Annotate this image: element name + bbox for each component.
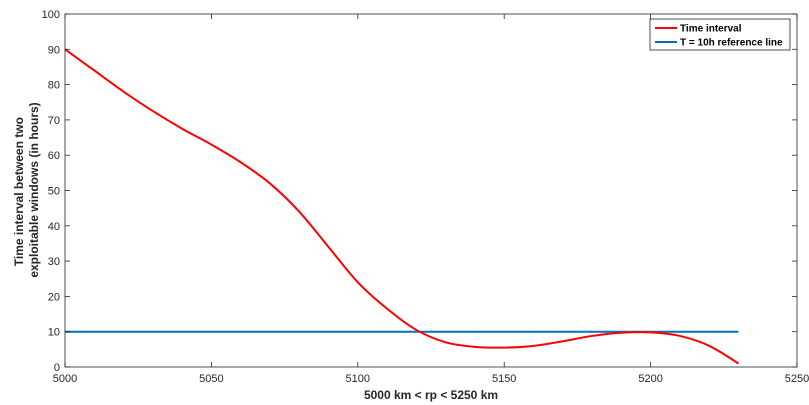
y-tick-label: 40: [48, 221, 60, 233]
y-tick-label: 50: [48, 186, 60, 198]
x-axis-title: 5000 km < rp < 5250 km: [364, 388, 498, 402]
y-tick-label: 70: [48, 115, 60, 127]
x-tick-label: 5150: [492, 373, 516, 385]
axes: 5000 5050 5100 5150 5200 5250 0 10 20 30 40 50 60 70 8…: [42, 9, 809, 385]
legend-box: [649, 18, 791, 51]
y-tick-label: 80: [48, 80, 60, 92]
y-tick-label: 90: [48, 44, 60, 56]
y-tick-label: 100: [42, 9, 60, 21]
plot-content: [64, 48, 739, 365]
legend-label-time-interval: Time interval: [680, 24, 742, 35]
y-tick-label: 20: [48, 291, 60, 303]
legend-label-reference-line: T = 10h reference line: [680, 38, 783, 49]
x-tick-label: 5100: [346, 373, 370, 385]
x-tick-label: 5200: [638, 373, 662, 385]
x-tick-label: 5050: [199, 373, 223, 385]
x-tick-label: 5000: [53, 373, 77, 385]
y-tick-label: 0: [54, 362, 60, 374]
plot-area: [65, 14, 797, 367]
x-tick-label: 5250: [785, 373, 809, 385]
y-axis-title-line-2: exploitable windows (in hours): [27, 102, 41, 277]
legend: Time interval T = 10h reference line: [649, 18, 791, 51]
series-line-time-interval: [64, 48, 739, 365]
y-axis-title-line-1: Time interval between two: [12, 117, 26, 266]
y-axis-title: Time interval between two exploitable wi…: [12, 102, 41, 277]
y-tick-label: 30: [48, 256, 60, 268]
y-tick-label: 60: [48, 150, 60, 162]
y-tick-label: 10: [48, 327, 60, 339]
